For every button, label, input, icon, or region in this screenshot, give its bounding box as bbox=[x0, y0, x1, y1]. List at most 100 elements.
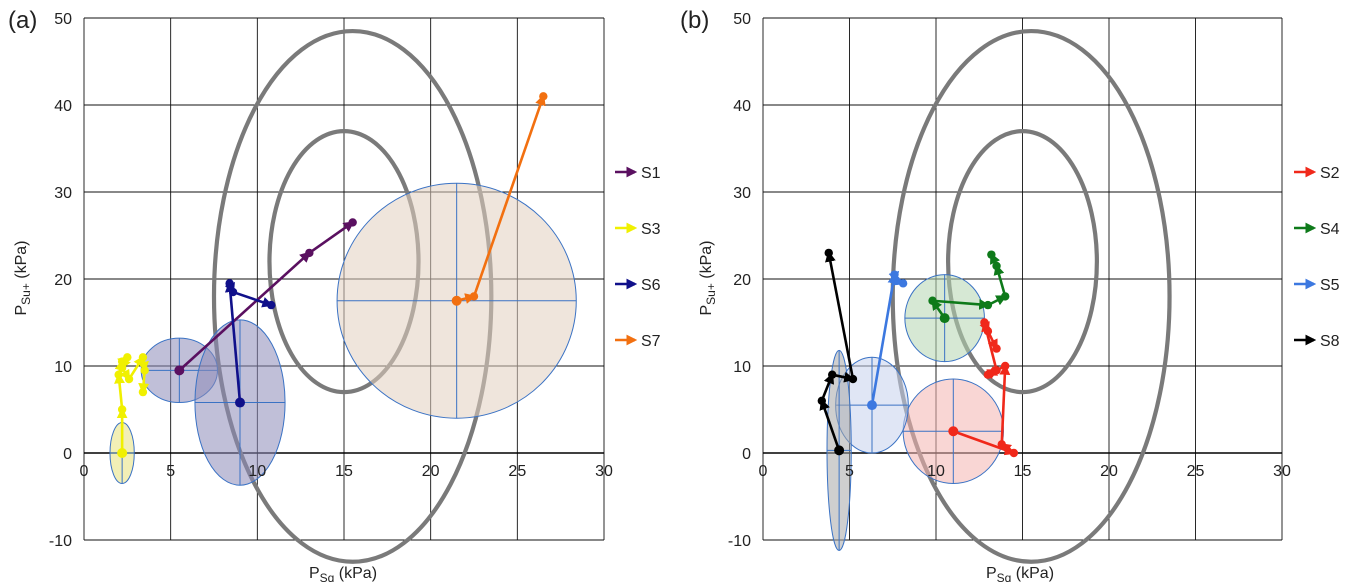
panel-a-s7-segment bbox=[472, 94, 546, 297]
panel-a-s6-point bbox=[267, 300, 276, 310]
panel-b-s2-point bbox=[983, 327, 993, 336]
panel-b-s4-segment bbox=[932, 298, 991, 310]
panel-b-x-tick-label: 15 bbox=[1014, 463, 1032, 480]
panel-a-s3-point bbox=[138, 353, 148, 362]
panel-a-y-tick-label: -10 bbox=[49, 533, 72, 550]
panel-a-s3-point bbox=[124, 374, 134, 384]
panel-b-s4-point bbox=[987, 250, 996, 259]
panel-a-y-tick-label: 10 bbox=[54, 359, 72, 376]
panel-b-reference-contour-0 bbox=[890, 28, 1172, 564]
panel-a-s6-segment bbox=[224, 281, 242, 403]
panel-b-ellipses bbox=[826, 274, 1004, 551]
panel-b-s8-point bbox=[828, 370, 837, 379]
panel-a-s6-segment bbox=[232, 290, 274, 308]
panel-b-legend: S2 S4 S5 S8 bbox=[1294, 165, 1340, 350]
panel-a-s6-legend-label: S6 bbox=[641, 277, 661, 294]
panel-a-s3-point bbox=[140, 366, 149, 375]
panel-a-y-tick-label: 50 bbox=[54, 11, 72, 28]
panel-a-s7-legend-label: S7 bbox=[641, 333, 661, 350]
panel-b-x-tick-label: 0 bbox=[759, 463, 768, 480]
panel-b-s8-segment bbox=[819, 398, 841, 451]
panel-a-s7-point bbox=[469, 292, 479, 301]
panel-b-y-tick-label: -10 bbox=[728, 533, 751, 550]
panel-b-s5-legend-label: S5 bbox=[1320, 277, 1340, 294]
panel-a-x-ticks: 0 5 10 15 20 25 30 bbox=[80, 463, 613, 480]
panel-b-s2-point bbox=[983, 370, 993, 379]
panel-b-y-tick-label: 30 bbox=[733, 185, 751, 202]
panel-b-s8-segment bbox=[820, 372, 835, 402]
panel-b-s8-point bbox=[834, 445, 845, 456]
panel-b-x-tick-label: 20 bbox=[1100, 463, 1118, 480]
panel-b-x-axis-title: PSq (kPa) bbox=[986, 565, 1054, 582]
panel-a-s1-segment bbox=[178, 251, 311, 372]
panel-a-s1-point bbox=[348, 218, 357, 227]
panel-b-s4-point bbox=[983, 300, 993, 310]
panel-b-s2-legend-label: S2 bbox=[1320, 165, 1340, 182]
panel-a-s1-point bbox=[174, 365, 185, 376]
panel-b-s4-segment bbox=[993, 263, 1007, 297]
panel-a-s6-point bbox=[225, 279, 234, 288]
panel-b-x-tick-label: 10 bbox=[927, 463, 945, 480]
panel-a-s7-point bbox=[451, 295, 462, 306]
panel-a-s3-segment bbox=[127, 355, 145, 380]
panel-b-s5-segment bbox=[870, 272, 899, 406]
panel-b-x-tick-label: 5 bbox=[845, 463, 854, 480]
panel-b-y-tick-label: 10 bbox=[733, 359, 751, 376]
panel-b-s4-legend-label: S4 bbox=[1320, 221, 1340, 238]
panel-a-s1-legend-label: S1 bbox=[641, 165, 661, 182]
panel-a-s6-point bbox=[228, 287, 238, 297]
panel-b-x-tick-label: 25 bbox=[1187, 463, 1205, 480]
panel-a-legend: S1 S3 S6 S7 bbox=[615, 165, 661, 350]
panel-a-s3-point bbox=[117, 405, 127, 414]
panel-a-y-tick-label: 40 bbox=[54, 98, 72, 115]
panel-b-s2-point bbox=[948, 426, 959, 437]
panel-a-y-tick-label: 0 bbox=[63, 446, 72, 463]
panel-a-label: (a) bbox=[8, 7, 37, 34]
panel-a-y-axis-title: PSu+ (kPa) bbox=[13, 240, 33, 315]
panel-a-s6-point bbox=[235, 397, 245, 408]
panel-b-s4-point bbox=[992, 261, 1001, 271]
panel-b-s8-point bbox=[824, 248, 833, 258]
panel-a-x-axis-title: PSq (kPa) bbox=[309, 565, 377, 582]
panel-a-x-tick-label: 20 bbox=[422, 463, 440, 480]
panel-b-s5-point bbox=[892, 276, 901, 285]
panel-b-s8-point bbox=[817, 396, 827, 405]
panel-a-s3-point bbox=[123, 353, 132, 362]
panel-b-s2-point bbox=[1001, 361, 1010, 371]
panel-a-y-ticks: -10 0 10 20 30 40 50 bbox=[49, 11, 72, 550]
panel-a-s3-point bbox=[114, 370, 123, 379]
panel-b-y-tick-label: 20 bbox=[733, 272, 751, 289]
panel-a-x-tick-label: 25 bbox=[508, 463, 526, 480]
panel-a-s1-segment bbox=[308, 221, 355, 254]
panel-a-series bbox=[114, 92, 548, 458]
panel-a-x-tick-label: 5 bbox=[166, 463, 175, 480]
panel-a-s3-point bbox=[117, 448, 128, 458]
panel-b-s2-point bbox=[980, 318, 989, 327]
panel-b-s8-legend-label: S8 bbox=[1320, 333, 1340, 350]
panel-b-s8-point bbox=[848, 374, 858, 384]
panel-a-x-tick-label: 15 bbox=[335, 463, 353, 480]
panel-a-s7-point bbox=[539, 92, 548, 101]
panel-a-s3-segment bbox=[114, 372, 125, 410]
panel-b-reference-contours bbox=[890, 28, 1172, 564]
panel-a: (a) 0 5 10 15 20 25 30 -10 0 10 20 30 40 50 PSq (kPa… bbox=[8, 7, 661, 582]
panel-a-x-tick-label: 10 bbox=[248, 463, 266, 480]
panel-a-s3-legend-label: S3 bbox=[641, 221, 661, 238]
panel-a-x-tick-label: 0 bbox=[80, 463, 89, 480]
panel-b-reference-contour-1 bbox=[946, 129, 1099, 395]
panel-b-s2-point bbox=[997, 440, 1006, 449]
panel-b-x-tick-label: 30 bbox=[1273, 463, 1291, 480]
panel-b-y-tick-label: 40 bbox=[733, 98, 751, 115]
panel-a-y-tick-label: 20 bbox=[54, 272, 72, 289]
panel-b-y-tick-label: 50 bbox=[733, 11, 751, 28]
panel-b-s5-point bbox=[866, 400, 877, 411]
panel-a-s1-point bbox=[305, 248, 314, 258]
panel-b-x-ticks: 0 5 10 15 20 25 30 bbox=[759, 463, 1291, 480]
panel-a-s3-point bbox=[117, 363, 127, 372]
panel-b-s2-point bbox=[992, 344, 1001, 353]
panel-b-y-ticks: -10 0 10 20 30 40 50 bbox=[728, 11, 751, 550]
panel-b-s2-segment bbox=[999, 363, 1011, 445]
panel-b-s2-point bbox=[992, 366, 1001, 375]
panel-b-s4-point bbox=[928, 296, 937, 305]
